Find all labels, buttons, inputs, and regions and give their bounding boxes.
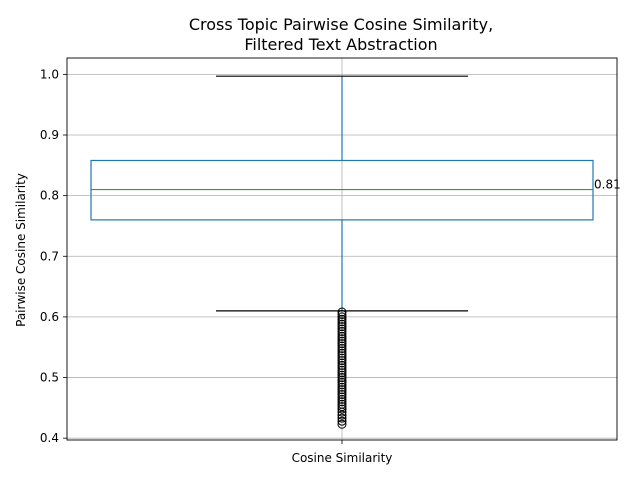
outlier-point bbox=[337, 356, 347, 366]
outlier-point bbox=[337, 375, 347, 385]
outlier-point bbox=[337, 341, 347, 351]
outlier-point bbox=[337, 307, 347, 317]
outlier-point bbox=[337, 348, 347, 358]
outlier-point bbox=[337, 397, 347, 407]
outlier-point bbox=[337, 358, 347, 368]
outlier-point bbox=[337, 360, 347, 370]
median-annotation: 0.81 bbox=[594, 178, 621, 192]
outlier-point bbox=[337, 334, 347, 344]
outlier-point bbox=[337, 319, 347, 329]
outlier-point bbox=[337, 363, 347, 373]
x-category-label: Cosine Similarity bbox=[292, 451, 393, 465]
outlier-point bbox=[337, 394, 347, 404]
y-tick-label: 0.6 bbox=[40, 310, 59, 324]
outlier-point bbox=[337, 331, 347, 341]
iqr-box bbox=[90, 159, 594, 221]
outlier-point bbox=[337, 419, 347, 429]
outlier-point bbox=[337, 385, 347, 395]
outlier-point bbox=[337, 339, 347, 349]
outlier-point bbox=[337, 382, 347, 392]
outlier-point bbox=[337, 336, 347, 346]
outlier-point bbox=[337, 404, 347, 414]
y-tick-label: 0.4 bbox=[40, 431, 59, 445]
outlier-point bbox=[337, 416, 347, 426]
outlier-point bbox=[337, 317, 347, 327]
outlier-point bbox=[337, 351, 347, 361]
outlier-point bbox=[337, 392, 347, 402]
outlier-point bbox=[337, 365, 347, 375]
y-tick-label: 0.5 bbox=[40, 371, 59, 385]
outlier-point bbox=[337, 329, 347, 339]
outlier-point bbox=[337, 399, 347, 409]
outlier-point bbox=[337, 370, 347, 380]
outlier-point bbox=[337, 312, 347, 322]
box-plot: 0.81 bbox=[90, 75, 621, 429]
y-tick-label: 0.9 bbox=[40, 128, 59, 142]
outlier-point bbox=[337, 413, 347, 423]
outlier-point bbox=[337, 346, 347, 356]
outlier-point bbox=[337, 380, 347, 390]
chart-title-line-1: Cross Topic Pairwise Cosine Similarity, bbox=[189, 15, 493, 34]
outlier-point bbox=[337, 387, 347, 397]
y-axis-label: Pairwise Cosine Similarity bbox=[14, 173, 28, 327]
y-tick-label: 1.0 bbox=[40, 67, 59, 81]
outlier-point bbox=[337, 314, 347, 324]
outlier-point bbox=[337, 322, 347, 332]
outlier-point bbox=[337, 373, 347, 383]
outlier-point bbox=[337, 309, 347, 319]
axes: 0.4 0.5 0.6 0.7 0.8 0.9 1.0 Cosine Similarity bbox=[40, 57, 618, 465]
outlier-point bbox=[337, 368, 347, 378]
outlier-point bbox=[337, 353, 347, 363]
chart-title-line-2: Filtered Text Abstraction bbox=[244, 35, 437, 54]
y-tick-label: 0.8 bbox=[40, 189, 59, 203]
outlier-point bbox=[337, 402, 347, 412]
outlier-point bbox=[337, 390, 347, 400]
outlier-point bbox=[337, 343, 347, 353]
outlier-point bbox=[337, 377, 347, 387]
outlier-point bbox=[337, 324, 347, 334]
outlier-point bbox=[337, 326, 347, 336]
y-tick-label: 0.7 bbox=[40, 249, 59, 263]
